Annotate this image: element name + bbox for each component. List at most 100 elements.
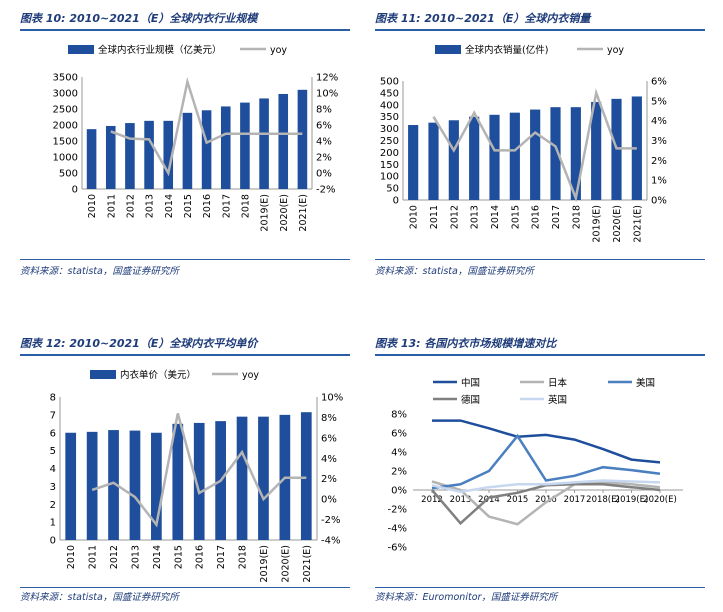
source-rule [20, 259, 350, 260]
source-rule [375, 259, 705, 260]
chart-panel-sales-volume: 图表 11: 2010~2021（E）全球内衣销量 全球内衣销量(亿件) yoy 0… [375, 10, 705, 280]
y2-tick-label: 0% [321, 495, 337, 506]
y-tick-label: 5 [50, 446, 56, 457]
bar [258, 416, 269, 540]
y-tick-label: 150 [380, 160, 399, 171]
chart-source: 资料来源：statista，国盛证券研究所 [20, 266, 179, 277]
bar [530, 109, 541, 200]
bar [278, 93, 289, 189]
bar [489, 114, 500, 200]
y-tick-label: 1 [50, 518, 56, 529]
y-tick-label: -2% [388, 505, 407, 516]
x-tick-label: 2014 [490, 205, 501, 229]
y-tick-label: 3 [50, 482, 56, 493]
bar [591, 101, 602, 200]
y-tick-label: 2% [391, 467, 407, 478]
x-tick-label: 2013 [450, 495, 472, 505]
bar [448, 120, 459, 200]
chart-panel-average-price: 图表 12: 2010~2021（E）全球内衣平均单价 内衣单价（美元） yoy 0… [20, 335, 350, 605]
x-tick-label: 2014 [152, 545, 163, 569]
x-tick-label: 2021(E) [298, 194, 309, 232]
y-tick-label: 250 [380, 136, 399, 147]
legend-yoy-label: yoy [242, 370, 259, 381]
y-tick-label: 3500 [53, 73, 78, 84]
x-tick-label: 2016 [195, 545, 206, 569]
series-line [432, 419, 661, 464]
legend-label: 美国 [636, 377, 655, 389]
x-tick-label: 2013 [470, 205, 481, 229]
title-rule [375, 354, 705, 356]
y-tick-label: 50 [386, 184, 399, 195]
y2-tick-label: 0% [316, 169, 332, 180]
bar [105, 125, 116, 189]
legend-bar-label: 全球内衣行业规模（亿美元） [98, 44, 222, 56]
x-tick-label: 2017 [221, 194, 232, 218]
y2-tick-label: 2% [316, 153, 332, 164]
y-tick-label: 0 [393, 196, 399, 207]
y2-tick-label: 12% [316, 73, 338, 84]
y-tick-label: 2 [50, 500, 56, 511]
x-tick-label: 2017 [216, 545, 227, 569]
y2-tick-label: 5% [651, 96, 667, 107]
yoy-line [110, 76, 303, 177]
bar [65, 432, 77, 540]
y2-tick-label: 3% [651, 136, 667, 147]
source-rule [375, 587, 705, 588]
bar-line-chart: 全球内衣行业规模（亿美元） yoy 0 500 1000 1500 2000 2500 3000… [53, 44, 339, 232]
y2-tick-label: 6% [321, 433, 337, 444]
y-tick-label: 500 [380, 77, 399, 88]
chart-panel-country-growth: 图表 13: 各国内衣市场规模增速对比 中国 日本 美国 德国 英国 -6% -4% -2% 0… [375, 335, 705, 605]
y-tick-label: 8 [50, 393, 56, 404]
x-tick-label: 2012 [421, 495, 443, 505]
y2-tick-label: 2% [651, 156, 667, 167]
bar [428, 122, 439, 200]
chart-source: 资料来源：statista，国盛证券研究所 [20, 592, 179, 603]
x-tick-label: 2012 [109, 545, 120, 569]
chart-panel-industry-size: 图表 10: 2010~2021（E）全球内衣行业规模 全球内衣行业规模（亿美元… [20, 10, 350, 280]
bar [129, 430, 141, 540]
y2-tick-label: -4% [321, 536, 340, 547]
bar [570, 107, 581, 200]
bar [144, 120, 154, 189]
chart-source: 资料来源：Euromonitor，国盛证券研究所 [375, 592, 558, 603]
y-tick-label: 6 [50, 428, 56, 439]
x-tick-label: 2020(E) [643, 495, 677, 505]
x-tick-label: 2018(E) [586, 495, 620, 505]
legend-bar-swatch [90, 370, 116, 379]
y2-tick-label: 6% [651, 77, 667, 88]
y-tick-label: 7 [50, 410, 56, 421]
x-tick-label: 2010 [87, 194, 98, 218]
x-tick-label: 2018 [571, 205, 582, 229]
bar [408, 125, 419, 200]
legend-label: 英国 [548, 394, 567, 406]
y-tick-label: 8% [391, 410, 407, 421]
x-tick-label: 2019(E) [615, 495, 649, 505]
x-tick-label: 2015 [507, 495, 529, 505]
bar [509, 112, 520, 200]
x-tick-label: 2018 [238, 545, 249, 569]
y-tick-label: -6% [388, 543, 407, 554]
title-rule [375, 29, 705, 31]
bar [550, 107, 561, 200]
source-rule [20, 587, 350, 588]
x-tick-label: 2010 [409, 205, 420, 229]
y-tick-label: 300 [380, 124, 399, 135]
bar [259, 98, 269, 189]
x-tick-label: 2011 [429, 205, 440, 229]
y-tick-label: 6% [391, 429, 407, 440]
x-tick-label: 2011 [88, 545, 99, 569]
yoy-line [432, 88, 637, 203]
legend-label: 德国 [461, 394, 480, 406]
y2-tick-label: 2% [321, 474, 337, 485]
legend-bar-swatch [68, 45, 94, 54]
y-tick-label: 100 [380, 172, 399, 183]
bar [220, 106, 231, 189]
y2-tick-label: 0% [651, 196, 667, 207]
x-tick-label: 2019(E) [260, 194, 271, 232]
y-tick-label: 0 [72, 185, 78, 196]
series-line [431, 479, 661, 494]
bar [300, 412, 312, 540]
x-tick-label: 2015 [173, 545, 184, 569]
y-tick-label: -4% [388, 524, 407, 535]
